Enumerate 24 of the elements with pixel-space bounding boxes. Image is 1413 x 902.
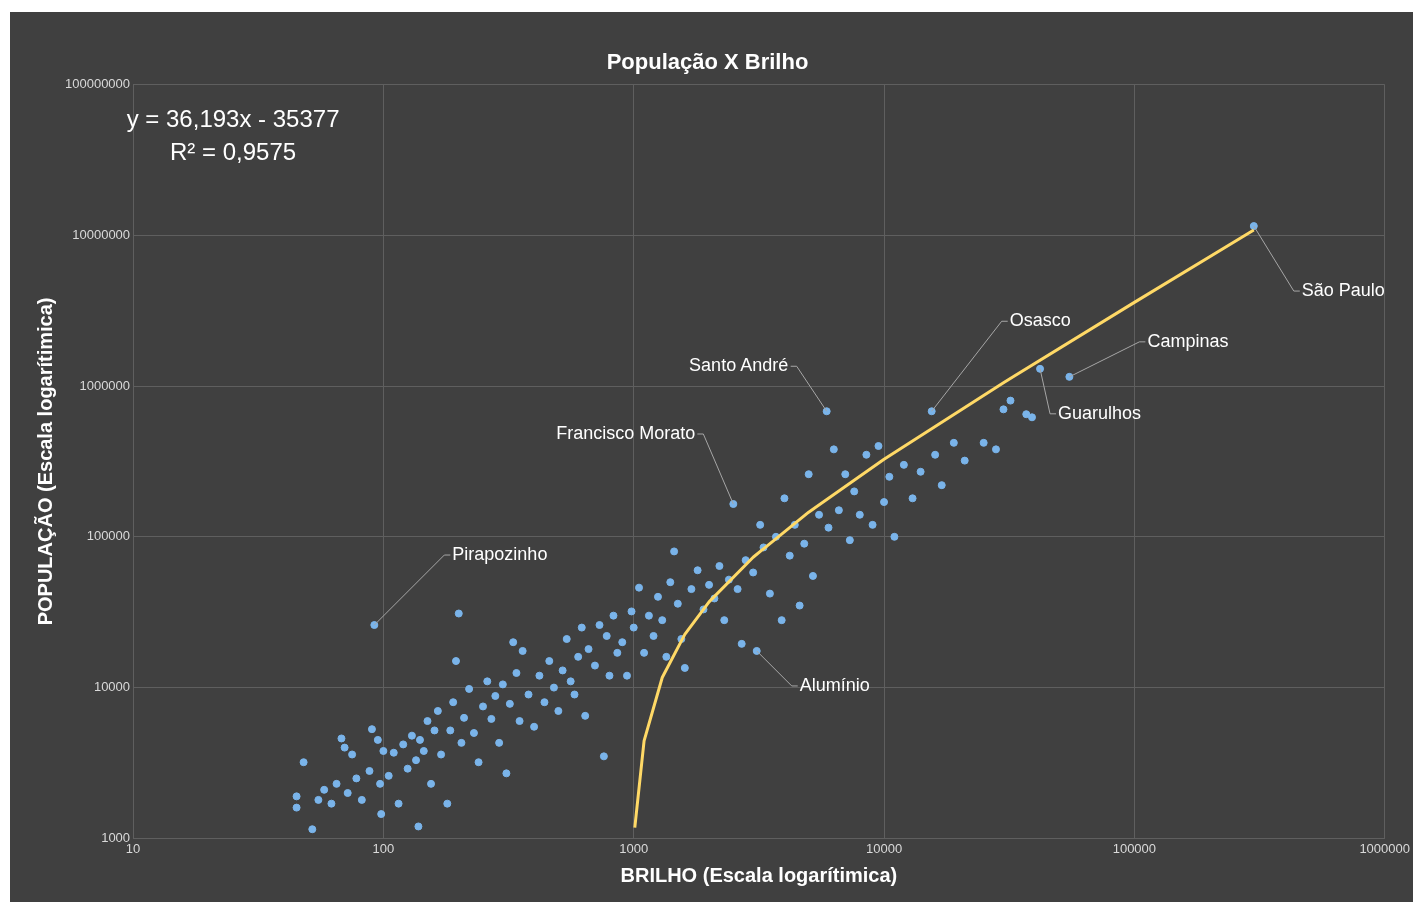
annotation: y = 36,193x - 35377 <box>126 105 340 133</box>
y-tick-label: 100000 <box>86 528 131 544</box>
annotation: Alumínio <box>799 674 870 695</box>
annotation: Santo André <box>689 355 789 376</box>
annotation: Osasco <box>1009 310 1071 331</box>
annotation: São Paulo <box>1301 280 1385 301</box>
x-tick-label: 100 <box>372 840 395 856</box>
y-axis-title: POPULAÇÃO (Escala logarítimica) <box>33 297 56 626</box>
annotation: Campinas <box>1147 330 1229 351</box>
x-tick-label: 10000 <box>865 840 903 856</box>
y-tick-label: 100000000 <box>64 75 131 91</box>
y-tick-label: 10000000 <box>72 226 131 242</box>
annotation: R² = 0,9575 <box>170 138 297 166</box>
y-tick-label: 10000 <box>93 679 131 695</box>
x-tick-label: 1000000 <box>1359 840 1411 856</box>
y-tick-label: 1000000 <box>79 377 131 393</box>
chart-title: População X Brilho <box>606 49 809 75</box>
annotation: Francisco Morato <box>556 422 696 443</box>
y-tick-label: 1000 <box>101 829 131 845</box>
x-axis-title: BRILHO (Escala logarítimica) <box>620 863 898 886</box>
x-tick-label: 1000 <box>619 840 649 856</box>
annotation: Guarulhos <box>1058 402 1142 423</box>
x-tick-label: 100000 <box>1112 840 1157 856</box>
annotation: Pirapozinho <box>452 543 548 564</box>
